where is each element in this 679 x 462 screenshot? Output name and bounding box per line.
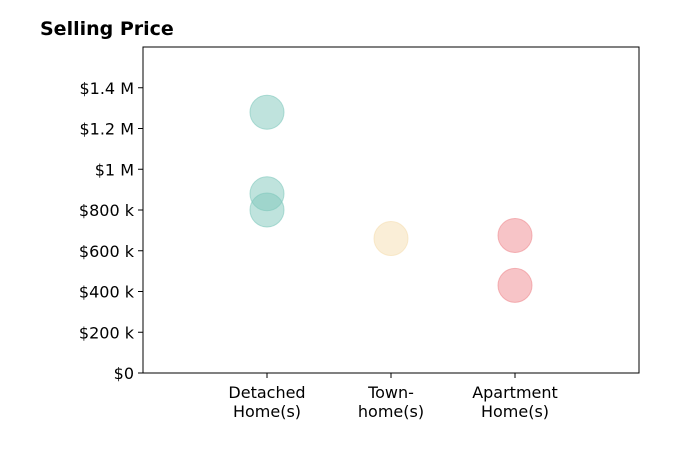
points-layer [249, 94, 533, 303]
x-tick-label: Apartment Home(s) [472, 383, 558, 421]
x-tick-label: Town-home(s) [358, 383, 424, 421]
y-tick-label: $1.2 M [79, 120, 134, 139]
data-point [373, 221, 409, 257]
y-tick-label: $600 k [79, 242, 135, 261]
data-point [249, 94, 285, 130]
data-point [249, 192, 285, 228]
y-tick-label: $1 M [95, 160, 134, 179]
plot-frame [142, 46, 640, 374]
y-tick-label: $1.4 M [79, 79, 134, 98]
data-point [497, 267, 533, 303]
x-axis: Detached Home(s) Town-home(s) Apartment Home… [228, 373, 558, 421]
y-axis: $0 $200 k $400 k $600 k $800 k $1 M $1.2 M $1.4… [79, 79, 143, 383]
y-tick-label: $0 [114, 364, 134, 383]
chart-title: Selling Price [40, 18, 174, 40]
y-tick-label: $800 k [79, 201, 135, 220]
y-tick-label: $200 k [79, 323, 135, 342]
data-point [497, 217, 533, 253]
x-tick-label: Detached Home(s) [228, 383, 305, 421]
y-tick-label: $400 k [79, 283, 135, 302]
